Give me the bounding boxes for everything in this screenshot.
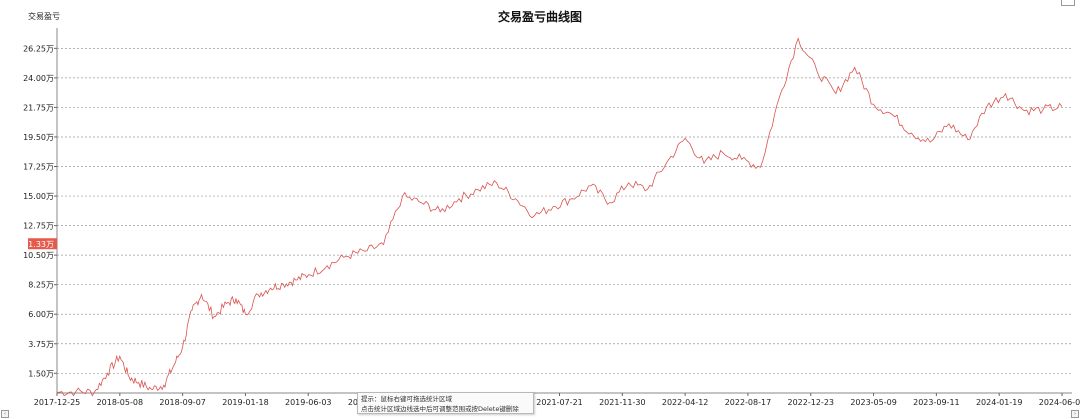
x-axis-ticks: 2017-12-25 2018-05-08 2018-09-07 2019-01-18… bbox=[34, 393, 1080, 407]
scroll-right-button[interactable]: › bbox=[1071, 410, 1079, 418]
y-tick-label: 21.75万 bbox=[23, 103, 54, 112]
x-tick-label: 2024-01-19 bbox=[976, 398, 1023, 407]
x-tick-label: 2018-09-07 bbox=[159, 398, 206, 407]
y-tick-label: 8.25万 bbox=[28, 281, 54, 290]
y-tick-label: 10.50万 bbox=[23, 251, 54, 260]
current-value-label: 11.33万 bbox=[23, 240, 54, 249]
y-tick-label: 26.25万 bbox=[23, 44, 54, 53]
series-line bbox=[57, 37, 1063, 397]
scroll-left-button[interactable]: ‹ bbox=[1, 410, 9, 418]
y-tick-label: 15.00万 bbox=[23, 192, 54, 201]
x-tick-label: 2021-11-30 bbox=[599, 398, 646, 407]
y-tick-label: 6.00万 bbox=[28, 310, 54, 319]
y-tick-label: 19.50万 bbox=[23, 133, 54, 142]
x-tick-label: 2023-09-11 bbox=[913, 398, 960, 407]
chart-title: 交易盈亏曲线图 bbox=[497, 10, 582, 24]
y-tick-label: 24.00万 bbox=[23, 74, 54, 83]
y-tick-label: 17.25万 bbox=[23, 163, 54, 172]
y-tick-label: 1.50万 bbox=[28, 369, 54, 378]
current-value-marker: 11.33万 bbox=[23, 238, 57, 250]
x-tick-label: 2022-12-23 bbox=[788, 398, 835, 407]
current-value-badge bbox=[28, 238, 57, 250]
tooltip-line-1: 提示：鼠标右键可拖选统计区域 bbox=[361, 395, 452, 403]
y-tick-label: 12.75万 bbox=[23, 222, 54, 231]
y-tick-label: 3.75万 bbox=[28, 340, 54, 349]
series-group bbox=[57, 37, 1063, 397]
x-tick-label: 2017-12-25 bbox=[34, 398, 81, 407]
x-tick-label: 2023-05-09 bbox=[850, 398, 897, 407]
tooltip-line-2: 点击统计区域边线选中后可调整范围或按Delete键删除 bbox=[361, 405, 519, 413]
tooltip-hint: 提示：鼠标右键可拖选统计区域 点击统计区域边线选中后可调整范围或按Delete键… bbox=[357, 392, 534, 414]
x-tick-label: 2022-04-12 bbox=[662, 398, 709, 407]
grid-lines bbox=[56, 28, 1072, 394]
close-icon[interactable] bbox=[1061, 0, 1075, 6]
x-tick-label: 2021-07-21 bbox=[536, 398, 583, 407]
x-tick-label: 2019-01-18 bbox=[222, 398, 269, 407]
x-tick-label: 2024-06-04 bbox=[1039, 398, 1080, 407]
x-tick-label: 2019-06-03 bbox=[285, 398, 332, 407]
y-axis-unit-label: 交易盈亏 bbox=[28, 12, 60, 21]
y-axis-ticks: 1.50万 3.75万 6.00万 8.25万 10.50万 12.75万 15.00万 17… bbox=[23, 44, 57, 378]
x-tick-label: 2022-08-17 bbox=[725, 398, 772, 407]
x-tick-label: 2018-05-08 bbox=[97, 398, 144, 407]
